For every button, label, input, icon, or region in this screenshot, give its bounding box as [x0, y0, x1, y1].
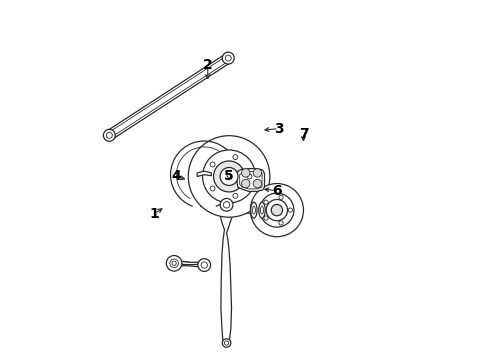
Circle shape: [271, 204, 283, 216]
Circle shape: [222, 339, 231, 347]
Circle shape: [106, 132, 112, 138]
Circle shape: [242, 179, 250, 188]
Text: 3: 3: [274, 122, 284, 136]
Circle shape: [220, 198, 233, 211]
Circle shape: [242, 168, 250, 177]
Polygon shape: [174, 260, 207, 266]
Circle shape: [225, 55, 231, 61]
Circle shape: [279, 221, 283, 225]
Circle shape: [214, 161, 245, 192]
Circle shape: [103, 129, 115, 141]
Ellipse shape: [260, 206, 264, 214]
Text: 5: 5: [224, 170, 234, 184]
Circle shape: [222, 52, 234, 64]
Circle shape: [288, 208, 293, 212]
Text: 4: 4: [171, 170, 181, 184]
Circle shape: [233, 193, 238, 198]
Circle shape: [253, 168, 262, 177]
Circle shape: [224, 341, 229, 345]
Circle shape: [260, 193, 294, 227]
Polygon shape: [107, 54, 231, 139]
Circle shape: [210, 162, 215, 167]
Circle shape: [166, 256, 182, 271]
Circle shape: [172, 261, 176, 265]
Text: 7: 7: [299, 127, 308, 141]
Text: 1: 1: [150, 207, 159, 221]
Circle shape: [233, 154, 238, 159]
Ellipse shape: [259, 202, 265, 218]
Circle shape: [250, 184, 303, 237]
Ellipse shape: [252, 206, 255, 214]
Circle shape: [279, 195, 283, 199]
Polygon shape: [197, 171, 211, 176]
Text: 6: 6: [272, 184, 282, 198]
Circle shape: [264, 216, 268, 220]
Circle shape: [188, 136, 270, 217]
Circle shape: [210, 186, 215, 191]
Circle shape: [201, 262, 207, 268]
Circle shape: [198, 259, 211, 271]
Circle shape: [247, 174, 252, 179]
Circle shape: [253, 179, 262, 188]
Circle shape: [202, 150, 256, 203]
Polygon shape: [174, 260, 204, 267]
Circle shape: [223, 202, 230, 208]
Polygon shape: [220, 198, 234, 343]
Circle shape: [264, 200, 268, 204]
Polygon shape: [237, 168, 265, 192]
Ellipse shape: [251, 202, 257, 218]
Text: 2: 2: [203, 58, 213, 72]
Circle shape: [170, 259, 178, 267]
Circle shape: [220, 167, 238, 185]
Circle shape: [266, 199, 288, 221]
